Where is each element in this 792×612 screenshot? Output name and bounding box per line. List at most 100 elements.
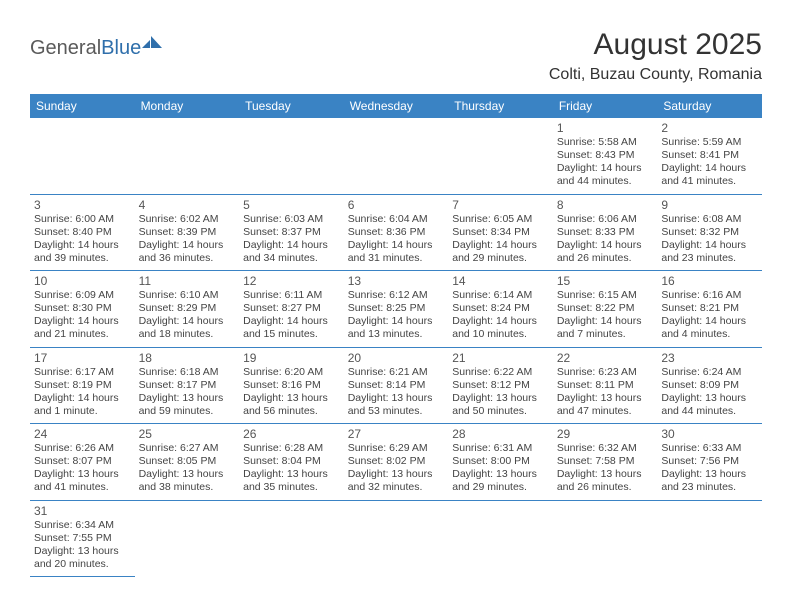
- day-number: 7: [452, 198, 549, 212]
- calendar-cell: 11Sunrise: 6:10 AMSunset: 8:29 PMDayligh…: [135, 271, 240, 348]
- day-number: 10: [34, 274, 131, 288]
- day-info: Sunrise: 6:27 AMSunset: 8:05 PMDaylight:…: [139, 442, 236, 495]
- calendar-cell: 30Sunrise: 6:33 AMSunset: 7:56 PMDayligh…: [657, 424, 762, 501]
- page-title: August 2025: [549, 28, 762, 62]
- calendar-cell: 19Sunrise: 6:20 AMSunset: 8:16 PMDayligh…: [239, 347, 344, 424]
- day-info: Sunrise: 6:06 AMSunset: 8:33 PMDaylight:…: [557, 213, 654, 266]
- calendar-cell: 2Sunrise: 5:59 AMSunset: 8:41 PMDaylight…: [657, 118, 762, 194]
- calendar-cell: [448, 118, 553, 194]
- header: GeneralBlue August 2025 Colti, Buzau Cou…: [30, 28, 762, 84]
- logo: GeneralBlue: [30, 34, 164, 63]
- calendar-cell: 1Sunrise: 5:58 AMSunset: 8:43 PMDaylight…: [553, 118, 658, 194]
- col-monday: Monday: [135, 94, 240, 118]
- col-wednesday: Wednesday: [344, 94, 449, 118]
- day-number: 13: [348, 274, 445, 288]
- day-number: 12: [243, 274, 340, 288]
- calendar-cell: 13Sunrise: 6:12 AMSunset: 8:25 PMDayligh…: [344, 271, 449, 348]
- day-number: 21: [452, 351, 549, 365]
- calendar-cell: [657, 500, 762, 577]
- calendar-cell: 31Sunrise: 6:34 AMSunset: 7:55 PMDayligh…: [30, 500, 135, 577]
- day-info: Sunrise: 6:18 AMSunset: 8:17 PMDaylight:…: [139, 366, 236, 419]
- day-number: 2: [661, 121, 758, 135]
- day-info: Sunrise: 6:04 AMSunset: 8:36 PMDaylight:…: [348, 213, 445, 266]
- day-info: Sunrise: 6:32 AMSunset: 7:58 PMDaylight:…: [557, 442, 654, 495]
- calendar-row: 1Sunrise: 5:58 AMSunset: 8:43 PMDaylight…: [30, 118, 762, 194]
- day-number: 17: [34, 351, 131, 365]
- day-number: 19: [243, 351, 340, 365]
- title-block: August 2025 Colti, Buzau County, Romania: [549, 28, 762, 84]
- calendar-row: 31Sunrise: 6:34 AMSunset: 7:55 PMDayligh…: [30, 500, 762, 577]
- day-info: Sunrise: 5:59 AMSunset: 8:41 PMDaylight:…: [661, 136, 758, 189]
- calendar-cell: 26Sunrise: 6:28 AMSunset: 8:04 PMDayligh…: [239, 424, 344, 501]
- day-info: Sunrise: 6:05 AMSunset: 8:34 PMDaylight:…: [452, 213, 549, 266]
- flag-icon: [142, 34, 164, 55]
- day-number: 16: [661, 274, 758, 288]
- day-number: 14: [452, 274, 549, 288]
- calendar-cell: 4Sunrise: 6:02 AMSunset: 8:39 PMDaylight…: [135, 194, 240, 271]
- calendar-cell: 25Sunrise: 6:27 AMSunset: 8:05 PMDayligh…: [135, 424, 240, 501]
- calendar-cell: [239, 118, 344, 194]
- day-number: 30: [661, 427, 758, 441]
- calendar-row: 17Sunrise: 6:17 AMSunset: 8:19 PMDayligh…: [30, 347, 762, 424]
- calendar-cell: [30, 118, 135, 194]
- calendar-cell: 18Sunrise: 6:18 AMSunset: 8:17 PMDayligh…: [135, 347, 240, 424]
- day-info: Sunrise: 6:16 AMSunset: 8:21 PMDaylight:…: [661, 289, 758, 342]
- calendar-cell: 10Sunrise: 6:09 AMSunset: 8:30 PMDayligh…: [30, 271, 135, 348]
- day-info: Sunrise: 6:20 AMSunset: 8:16 PMDaylight:…: [243, 366, 340, 419]
- day-info: Sunrise: 6:14 AMSunset: 8:24 PMDaylight:…: [452, 289, 549, 342]
- day-number: 15: [557, 274, 654, 288]
- day-info: Sunrise: 6:28 AMSunset: 8:04 PMDaylight:…: [243, 442, 340, 495]
- calendar-cell: 27Sunrise: 6:29 AMSunset: 8:02 PMDayligh…: [344, 424, 449, 501]
- calendar-table: Sunday Monday Tuesday Wednesday Thursday…: [30, 94, 762, 577]
- day-number: 4: [139, 198, 236, 212]
- day-info: Sunrise: 6:17 AMSunset: 8:19 PMDaylight:…: [34, 366, 131, 419]
- calendar-cell: 8Sunrise: 6:06 AMSunset: 8:33 PMDaylight…: [553, 194, 658, 271]
- day-info: Sunrise: 6:11 AMSunset: 8:27 PMDaylight:…: [243, 289, 340, 342]
- calendar-cell: [553, 500, 658, 577]
- day-info: Sunrise: 6:10 AMSunset: 8:29 PMDaylight:…: [139, 289, 236, 342]
- day-number: 20: [348, 351, 445, 365]
- calendar-row: 3Sunrise: 6:00 AMSunset: 8:40 PMDaylight…: [30, 194, 762, 271]
- day-number: 8: [557, 198, 654, 212]
- day-number: 18: [139, 351, 236, 365]
- calendar-cell: 12Sunrise: 6:11 AMSunset: 8:27 PMDayligh…: [239, 271, 344, 348]
- day-number: 29: [557, 427, 654, 441]
- calendar-row: 10Sunrise: 6:09 AMSunset: 8:30 PMDayligh…: [30, 271, 762, 348]
- day-info: Sunrise: 6:15 AMSunset: 8:22 PMDaylight:…: [557, 289, 654, 342]
- calendar-cell: [448, 500, 553, 577]
- day-info: Sunrise: 6:22 AMSunset: 8:12 PMDaylight:…: [452, 366, 549, 419]
- calendar-cell: 14Sunrise: 6:14 AMSunset: 8:24 PMDayligh…: [448, 271, 553, 348]
- col-saturday: Saturday: [657, 94, 762, 118]
- calendar-cell: 7Sunrise: 6:05 AMSunset: 8:34 PMDaylight…: [448, 194, 553, 271]
- calendar-cell: 9Sunrise: 6:08 AMSunset: 8:32 PMDaylight…: [657, 194, 762, 271]
- day-info: Sunrise: 6:03 AMSunset: 8:37 PMDaylight:…: [243, 213, 340, 266]
- day-info: Sunrise: 6:24 AMSunset: 8:09 PMDaylight:…: [661, 366, 758, 419]
- day-number: 28: [452, 427, 549, 441]
- calendar-cell: [344, 500, 449, 577]
- day-info: Sunrise: 6:21 AMSunset: 8:14 PMDaylight:…: [348, 366, 445, 419]
- day-number: 26: [243, 427, 340, 441]
- logo-text-blue: Blue: [101, 37, 141, 60]
- calendar-cell: 21Sunrise: 6:22 AMSunset: 8:12 PMDayligh…: [448, 347, 553, 424]
- day-number: 22: [557, 351, 654, 365]
- col-tuesday: Tuesday: [239, 94, 344, 118]
- day-info: Sunrise: 6:33 AMSunset: 7:56 PMDaylight:…: [661, 442, 758, 495]
- calendar-cell: [239, 500, 344, 577]
- calendar-cell: 15Sunrise: 6:15 AMSunset: 8:22 PMDayligh…: [553, 271, 658, 348]
- calendar-cell: 23Sunrise: 6:24 AMSunset: 8:09 PMDayligh…: [657, 347, 762, 424]
- day-info: Sunrise: 5:58 AMSunset: 8:43 PMDaylight:…: [557, 136, 654, 189]
- calendar-body: 1Sunrise: 5:58 AMSunset: 8:43 PMDaylight…: [30, 118, 762, 577]
- day-info: Sunrise: 6:02 AMSunset: 8:39 PMDaylight:…: [139, 213, 236, 266]
- day-number: 5: [243, 198, 340, 212]
- calendar-cell: 5Sunrise: 6:03 AMSunset: 8:37 PMDaylight…: [239, 194, 344, 271]
- calendar-header-row: Sunday Monday Tuesday Wednesday Thursday…: [30, 94, 762, 118]
- day-number: 27: [348, 427, 445, 441]
- day-number: 24: [34, 427, 131, 441]
- calendar-cell: 3Sunrise: 6:00 AMSunset: 8:40 PMDaylight…: [30, 194, 135, 271]
- calendar-cell: [135, 500, 240, 577]
- calendar-cell: 22Sunrise: 6:23 AMSunset: 8:11 PMDayligh…: [553, 347, 658, 424]
- col-sunday: Sunday: [30, 94, 135, 118]
- page-subtitle: Colti, Buzau County, Romania: [549, 66, 762, 84]
- day-info: Sunrise: 6:29 AMSunset: 8:02 PMDaylight:…: [348, 442, 445, 495]
- calendar-cell: 28Sunrise: 6:31 AMSunset: 8:00 PMDayligh…: [448, 424, 553, 501]
